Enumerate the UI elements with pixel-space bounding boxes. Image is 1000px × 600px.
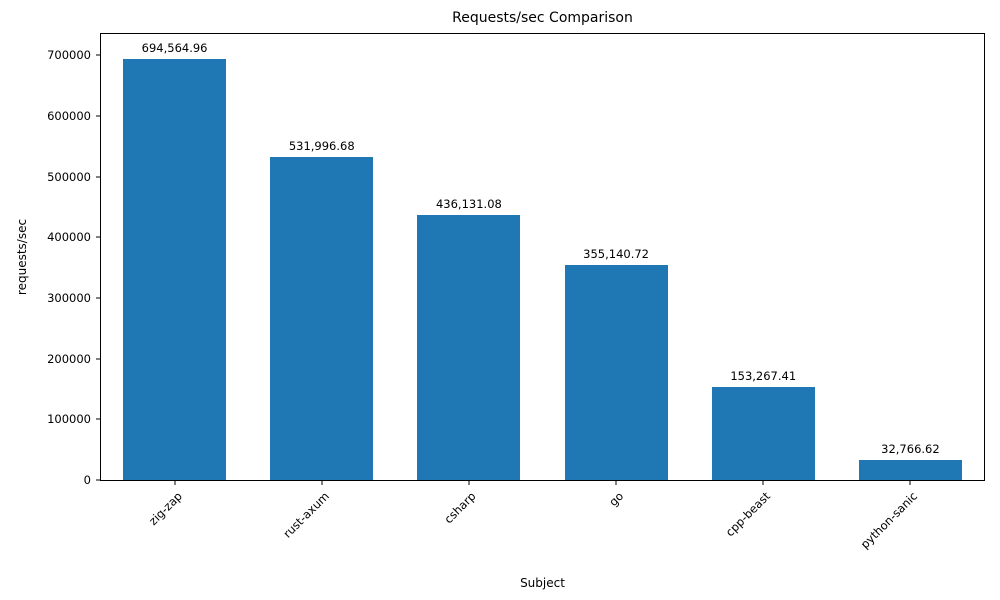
bar <box>858 460 962 480</box>
y-tick-mark <box>96 297 101 299</box>
bar <box>711 387 815 480</box>
x-tick-label: csharp <box>441 489 479 527</box>
y-tick-mark <box>96 236 101 238</box>
x-axis-label: Subject <box>520 576 565 590</box>
x-tick-label: go <box>605 489 626 510</box>
x-tick-mark <box>909 480 911 485</box>
bar-value-label: 32,766.62 <box>881 442 940 457</box>
x-tick-mark <box>174 480 176 485</box>
bar-value-label: 355,140.72 <box>583 246 650 261</box>
y-tick-label: 600000 <box>47 108 91 123</box>
bar <box>123 58 227 480</box>
x-tick-mark <box>468 480 470 485</box>
y-tick-mark <box>96 54 101 56</box>
y-tick-label: 100000 <box>47 412 91 427</box>
y-tick-label: 500000 <box>47 169 91 184</box>
y-axis-label: requests/sec <box>15 218 29 296</box>
y-tick-label: 0 <box>83 473 91 487</box>
bar-value-label: 153,267.41 <box>730 369 797 383</box>
y-tick-label: 400000 <box>47 230 91 245</box>
x-tick-mark <box>615 480 617 485</box>
y-tick-mark <box>96 176 101 178</box>
y-tick-mark <box>96 115 101 117</box>
x-tick-mark <box>321 480 323 485</box>
y-tick-mark <box>96 418 101 420</box>
bar-value-label: 531,996.68 <box>288 139 355 154</box>
y-tick-label: 700000 <box>47 48 91 63</box>
y-tick-mark <box>96 479 101 481</box>
chart-title: Requests/sec Comparison <box>452 10 633 26</box>
bar-value-label: 436,131.08 <box>435 197 502 212</box>
y-tick-label: 200000 <box>47 351 91 366</box>
x-tick-mark <box>762 480 764 485</box>
bar-value-label: 694,564.96 <box>141 40 208 55</box>
x-tick-label: rust-axum <box>280 489 332 541</box>
bar <box>564 264 668 480</box>
plot-area: 0 100000 200000 300000 400000 500000 600000 700… <box>47 33 985 551</box>
bar <box>270 157 374 480</box>
bar <box>417 215 521 480</box>
x-tick-label: python-sanic <box>857 489 921 552</box>
x-tick-label: cpp-beast <box>722 489 774 540</box>
y-tick-mark <box>96 358 101 360</box>
x-tick-label: zig-zap <box>145 489 185 528</box>
y-tick-label: 300000 <box>47 290 91 305</box>
